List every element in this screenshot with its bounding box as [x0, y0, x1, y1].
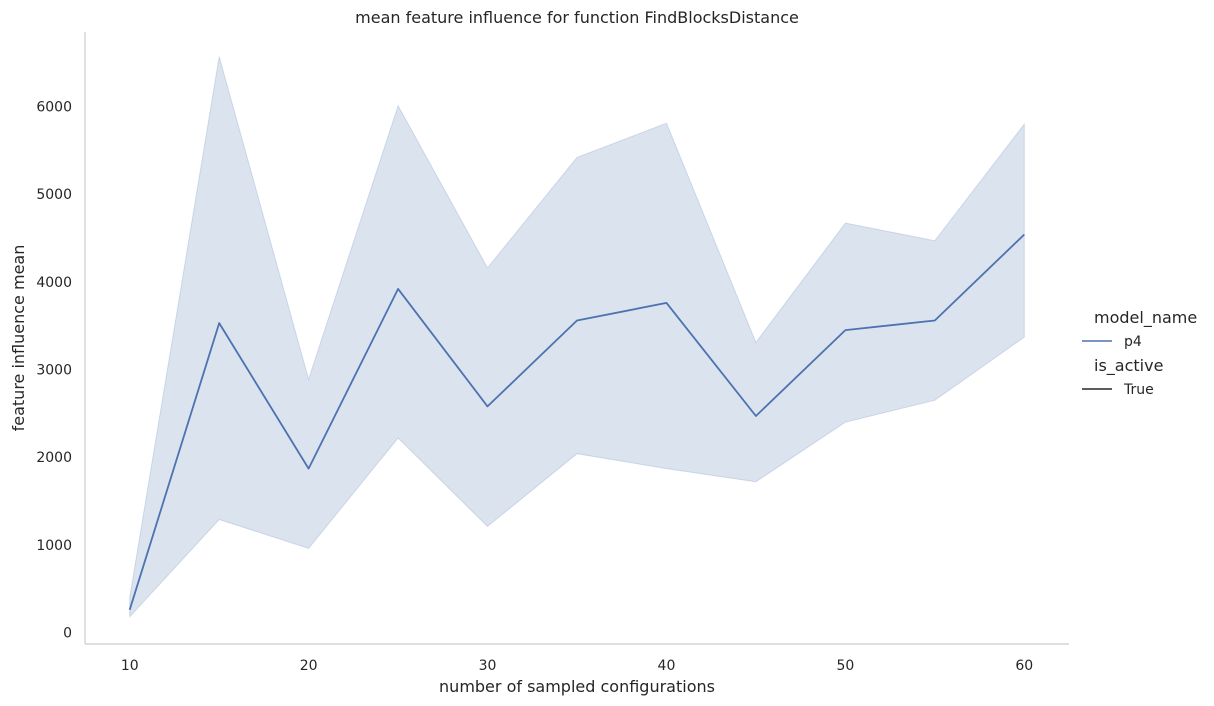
x-tick-label: 60	[1015, 658, 1033, 674]
x-tick-label: 10	[121, 658, 139, 674]
x-tick-label: 50	[836, 658, 854, 674]
chart-title: mean feature influence for function Find…	[355, 8, 799, 27]
y-tick-label: 4000	[36, 275, 72, 291]
series-line-layer	[128, 233, 1025, 611]
confidence-band-layer	[129, 56, 1025, 619]
legend-style-title: is_active	[1094, 356, 1163, 376]
legend-label-p4: p4	[1124, 334, 1142, 350]
series-line-p4	[128, 233, 1025, 611]
y-tick-label: 0	[63, 626, 72, 642]
legend-hue-title: model_name	[1094, 308, 1197, 328]
legend-label-true: True	[1123, 382, 1154, 398]
x-tick-label: 20	[300, 658, 318, 674]
y-axis-label: feature influence mean	[9, 245, 28, 432]
x-tick-label: 30	[479, 658, 497, 674]
y-axis-ticks: 0 1000 2000 3000 4000 5000 6000	[36, 100, 72, 642]
y-tick-label: 5000	[36, 187, 72, 203]
x-axis-ticks: 10 20 30 40 50 60	[121, 658, 1033, 674]
y-tick-label: 3000	[36, 363, 72, 379]
legend: model_name p4 is_active True	[1082, 308, 1197, 398]
confidence-band-p4	[129, 56, 1025, 619]
y-tick-label: 6000	[36, 100, 72, 116]
plot-area	[128, 56, 1025, 619]
y-tick-label: 2000	[36, 450, 72, 466]
y-tick-label: 1000	[36, 538, 72, 554]
x-tick-label: 40	[658, 658, 676, 674]
x-axis-label: number of sampled configurations	[439, 677, 715, 696]
